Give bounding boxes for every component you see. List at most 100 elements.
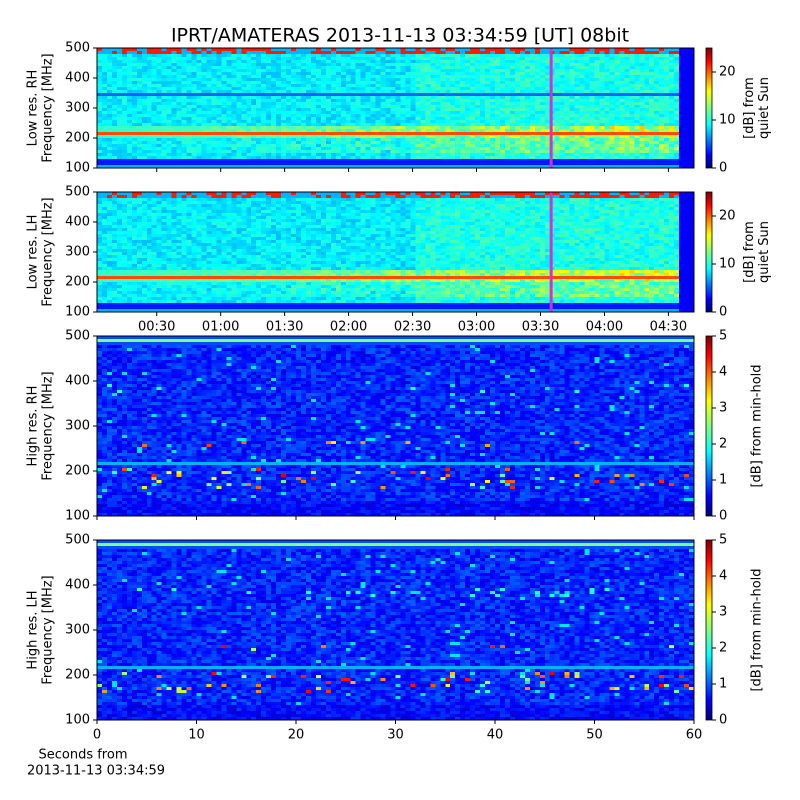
heatmap-cell — [182, 51, 187, 55]
heatmap-cell — [341, 96, 346, 100]
heatmap-cell — [495, 84, 500, 88]
heatmap-cell — [649, 66, 654, 70]
heatmap-cell — [580, 51, 585, 55]
heatmap-cell — [256, 84, 261, 88]
heatmap-cell — [241, 66, 246, 70]
heatmap-cell — [172, 72, 177, 76]
heatmap-cell — [540, 99, 545, 103]
heatmap-cell — [311, 96, 316, 100]
heatmap-cell — [381, 90, 386, 94]
heatmap-cell — [654, 72, 659, 76]
heatmap-cell — [276, 81, 281, 85]
heatmap-cell — [251, 48, 256, 52]
heatmap-cell — [231, 93, 236, 97]
heatmap-cell — [560, 78, 565, 82]
heatmap-cell — [346, 99, 351, 103]
heatmap-cell — [460, 48, 465, 52]
heatmap-cell — [386, 66, 391, 70]
heatmap-cell — [455, 54, 460, 58]
heatmap-cell — [555, 99, 560, 103]
heatmap-cell — [172, 69, 177, 73]
heatmap-cell — [575, 96, 580, 100]
heatmap-cell — [490, 99, 495, 103]
heatmap-cell — [525, 54, 530, 58]
heatmap-cell — [575, 54, 580, 58]
heatmap-cell — [142, 84, 147, 88]
heatmap-cell — [226, 66, 231, 70]
heatmap-cell — [629, 54, 634, 58]
heatmap-cell — [515, 75, 520, 79]
heatmap-cell — [356, 63, 361, 67]
heatmap-cell — [475, 93, 480, 97]
heatmap-cell — [430, 72, 435, 76]
heatmap-cell — [440, 51, 445, 55]
heatmap-cell — [211, 48, 216, 52]
heatmap-cell — [445, 51, 450, 55]
heatmap-cell — [629, 69, 634, 73]
heatmap-cell — [112, 81, 117, 85]
heatmap-cell — [425, 96, 430, 100]
heatmap-cell — [669, 48, 674, 52]
heatmap-cell — [291, 63, 296, 67]
heatmap-cell — [505, 51, 510, 55]
heatmap-cell — [182, 72, 187, 76]
heatmap-cell — [440, 99, 445, 103]
heatmap-cell — [137, 63, 142, 67]
heatmap-cell — [659, 84, 664, 88]
heatmap-cell — [261, 93, 266, 97]
heatmap-cell — [570, 78, 575, 82]
heatmap-cell — [599, 81, 604, 85]
heatmap-cell — [599, 72, 604, 76]
heatmap-cell — [182, 60, 187, 64]
heatmap-cell — [624, 54, 629, 58]
heatmap-cell — [386, 51, 391, 55]
heatmap-cell — [251, 99, 256, 103]
heatmap-cell — [410, 72, 415, 76]
heatmap-cell — [515, 66, 520, 70]
heatmap-cell — [132, 66, 137, 70]
heatmap-cell — [316, 69, 321, 73]
heatmap-cell — [157, 84, 162, 88]
heatmap-cell — [435, 81, 440, 85]
heatmap-cell — [619, 60, 624, 64]
heatmap-cell — [495, 51, 500, 55]
heatmap-cell — [216, 69, 221, 73]
heatmap-cell — [201, 72, 206, 76]
heatmap-cell — [321, 81, 326, 85]
heatmap-cell — [266, 99, 271, 103]
heatmap-cell — [132, 81, 137, 85]
heatmap-cell — [142, 81, 147, 85]
heatmap-cell — [376, 81, 381, 85]
heatmap-cell — [679, 81, 684, 85]
heatmap-cell — [172, 51, 177, 55]
heatmap-cell — [187, 72, 192, 76]
heatmap-cell — [187, 66, 192, 70]
heatmap-cell — [192, 93, 197, 97]
heatmap-cell — [475, 87, 480, 91]
heatmap-cell — [341, 66, 346, 70]
heatmap-cell — [430, 63, 435, 67]
heatmap-cell — [102, 60, 107, 64]
heatmap-cell — [490, 69, 495, 73]
heatmap-cell — [624, 48, 629, 52]
heatmap-cell — [301, 78, 306, 82]
heatmap-cell — [475, 57, 480, 61]
heatmap-cell — [122, 99, 127, 103]
heatmap-cell — [420, 72, 425, 76]
heatmap-cell — [649, 63, 654, 67]
heatmap-cell — [371, 60, 376, 64]
heatmap-cell — [381, 51, 386, 55]
heatmap-cell — [321, 75, 326, 79]
heatmap-cell — [535, 69, 540, 73]
heatmap-cell — [376, 60, 381, 64]
heatmap-cell — [271, 87, 276, 91]
heatmap-cell — [251, 78, 256, 82]
heatmap-cell — [371, 63, 376, 67]
heatmap-cell — [211, 57, 216, 61]
heatmap-cell — [266, 60, 271, 64]
heatmap-cell — [684, 51, 689, 55]
heatmap-cell — [107, 78, 112, 82]
heatmap-cell — [241, 57, 246, 61]
heatmap-cell — [341, 60, 346, 64]
heatmap-cell — [321, 54, 326, 58]
